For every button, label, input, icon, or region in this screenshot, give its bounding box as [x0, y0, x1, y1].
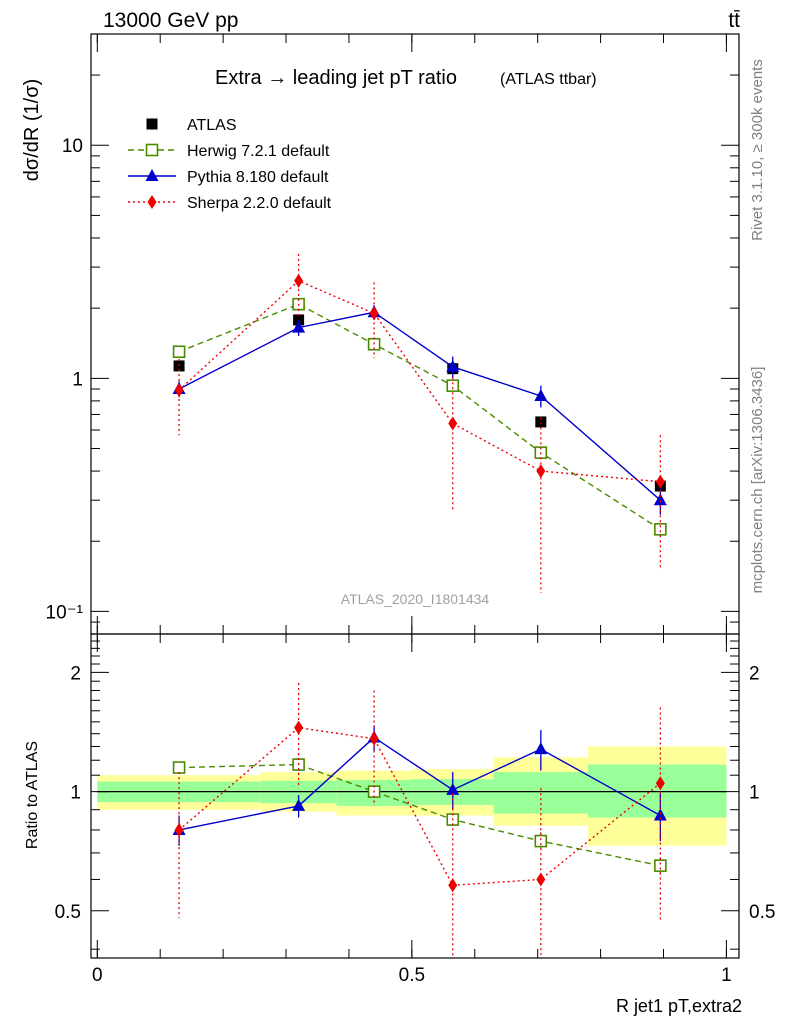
ratio-y-tick-label-right: 2	[749, 663, 760, 684]
pythia-ratio-line	[178, 736, 661, 831]
herwig-ratio-line	[179, 763, 661, 867]
x-tick-label: 0	[92, 965, 103, 986]
x-tick-label: 0.5	[399, 965, 425, 986]
legend-marker-herwig	[145, 143, 159, 157]
ratio-inner-band	[493, 772, 589, 814]
pythia-data-point	[292, 320, 306, 333]
sherpa-ratio-line	[178, 726, 661, 887]
mcplots-label: mcplots.cern.ch [arXiv:1306.3436]	[749, 367, 766, 594]
pythia-series-line	[178, 311, 661, 501]
ratio-y-tick-label-right: 1	[749, 783, 760, 804]
sherpa-ratio-point	[448, 878, 458, 893]
watermark-label: ATLAS_2020_I1801434	[341, 591, 490, 607]
x-tick-label: 1	[721, 965, 732, 986]
y-tick-label: 10	[62, 136, 83, 157]
pythia-ratio-point	[292, 798, 306, 811]
rivet-version-label: Rivet 3.1.10, ≥ 300k events	[749, 59, 766, 241]
pythia-data-point	[653, 493, 667, 506]
sherpa-data-point	[294, 273, 304, 288]
sherpa-data-point	[448, 416, 458, 431]
legend-label-atlas: ATLAS	[187, 117, 237, 134]
sherpa-ratio-point	[294, 720, 304, 735]
sherpa-data-point	[536, 464, 546, 479]
sherpa-ratio-point	[536, 872, 546, 887]
chart-title: Extra → leading jet pT ratio	[215, 67, 457, 89]
legend-label-sherpa: Sherpa 2.2.0 default	[187, 195, 332, 212]
chart-subtitle: (ATLAS ttbar)	[500, 71, 597, 88]
sherpa-series-line	[178, 279, 661, 483]
y-axis-label: dσ/dR (1/σ)	[21, 79, 43, 182]
atlas-data-point	[535, 416, 547, 428]
pythia-ratio-point	[446, 782, 460, 795]
sherpa-data-point	[655, 474, 665, 489]
main-panel: 10⁻¹ 1 10	[46, 33, 740, 958]
y-tick-label: 1	[72, 369, 83, 390]
ratio-y-tick-label: 0.5	[55, 902, 81, 923]
herwig-ratio-point	[654, 859, 667, 872]
legend-marker-atlas	[146, 118, 158, 130]
sherpa-ratio-point	[369, 731, 379, 746]
legend-label-pythia: Pythia 8.180 default	[187, 169, 329, 186]
herwig-ratio-point	[172, 761, 186, 774]
ratio-y-tick-label-right: 0.5	[749, 902, 775, 923]
herwig-ratio-point	[534, 834, 548, 848]
legend-marker-sherpa	[147, 195, 157, 209]
y-tick-label: 10⁻¹	[46, 602, 84, 623]
herwig-data-point	[654, 523, 667, 536]
ratio-y-tick-label: 2	[70, 663, 81, 684]
ratio-y-axis-label: Ratio to ATLAS	[24, 741, 41, 849]
ratio-panel: 0 0.5 1 0.5 0.5 1 1 2 2	[55, 633, 775, 986]
herwig-data-point	[172, 345, 186, 359]
legend: ATLAS Herwig 7.2.1 default Pythia 8.180 de…	[128, 117, 332, 212]
legend-marker-pythia	[145, 169, 159, 181]
sherpa-data-point	[369, 306, 379, 321]
ratio-frame	[90, 633, 740, 959]
sherpa-ratio-point	[174, 822, 184, 837]
header-process-label: tt̄	[728, 9, 740, 32]
sherpa-ratio-point	[655, 776, 665, 791]
x-axis-label: R jet1 pT,extra2	[616, 996, 742, 1016]
pythia-data-point	[446, 359, 460, 372]
pythia-ratio-point	[534, 742, 548, 755]
herwig-series-line	[178, 303, 661, 530]
pythia-data-point	[534, 388, 548, 401]
legend-label-herwig: Herwig 7.2.1 default	[187, 143, 330, 160]
sherpa-data-point	[174, 383, 184, 398]
header-energy-label: 13000 GeV pp	[103, 9, 238, 32]
ratio-y-tick-label: 1	[70, 783, 81, 804]
herwig-data-point	[446, 379, 460, 392]
